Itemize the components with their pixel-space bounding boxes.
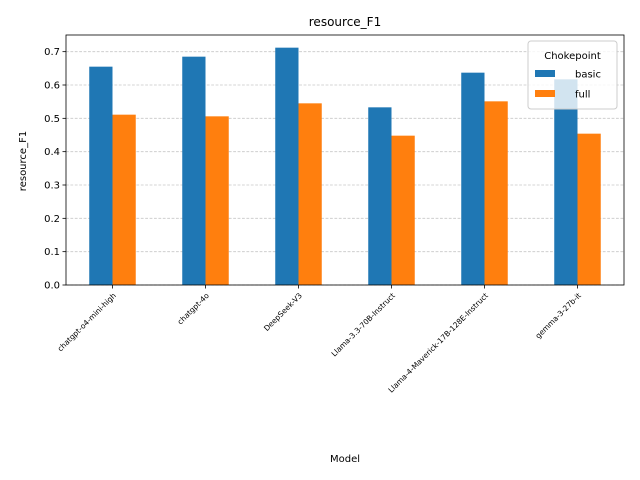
y-axis-label: resource_F1 — [18, 131, 29, 191]
bar-full — [484, 101, 508, 285]
bar-basic — [89, 66, 113, 286]
x-axis-label: Model — [330, 454, 360, 465]
x-tick-label: chatgpt-4o — [176, 291, 212, 327]
bar-basic — [182, 56, 206, 285]
x-tick-label: chatgpt-o4-mini-high — [56, 291, 118, 353]
legend-swatch-basic — [535, 70, 555, 77]
legend-swatch-full — [535, 90, 555, 97]
grid-lines — [66, 51, 624, 286]
x-tick-label: Llama-4-Maverick-17B-128E-Instruct — [386, 291, 489, 394]
legend-title: Chokepoint — [544, 51, 601, 62]
plot-frame — [65, 34, 625, 286]
bar-basic — [368, 107, 392, 285]
y-axis: 0.0 0.1 0.2 0.3 0.4 0.5 0.6 0.7 — [44, 47, 66, 292]
y-tick-label: 0.3 — [44, 181, 60, 192]
legend-label-full: full — [575, 90, 590, 101]
bar-full — [298, 103, 322, 285]
chart-title: resource_F1 — [309, 15, 381, 29]
legend: Chokepoint basic full — [527, 40, 618, 110]
y-tick-label: 0.6 — [44, 81, 60, 92]
y-tick-label: 0.7 — [44, 47, 60, 58]
x-tick-label: gemma-3-27b-it — [534, 291, 583, 340]
y-tick-label: 0.0 — [44, 281, 60, 292]
bar-basic — [461, 72, 485, 286]
bars — [89, 47, 601, 286]
x-tick-label: DeepSeek-V3 — [262, 291, 304, 333]
y-tick-label: 0.2 — [44, 214, 60, 225]
y-tick-label: 0.1 — [44, 247, 60, 258]
y-tick-label: 0.4 — [44, 147, 60, 158]
bar-full — [577, 133, 601, 285]
x-axis: chatgpt-o4-mini-high chatgpt-4o DeepSeek-V… — [56, 285, 583, 394]
bar-full — [391, 135, 415, 285]
bar-full — [112, 114, 136, 286]
y-tick-label: 0.5 — [44, 114, 60, 125]
bar-full — [205, 116, 229, 285]
x-tick-label: Llama-3.3-70B-Instruct — [330, 291, 397, 358]
bar-basic — [554, 79, 578, 285]
bar-basic — [275, 47, 299, 285]
legend-label-basic: basic — [575, 70, 601, 81]
